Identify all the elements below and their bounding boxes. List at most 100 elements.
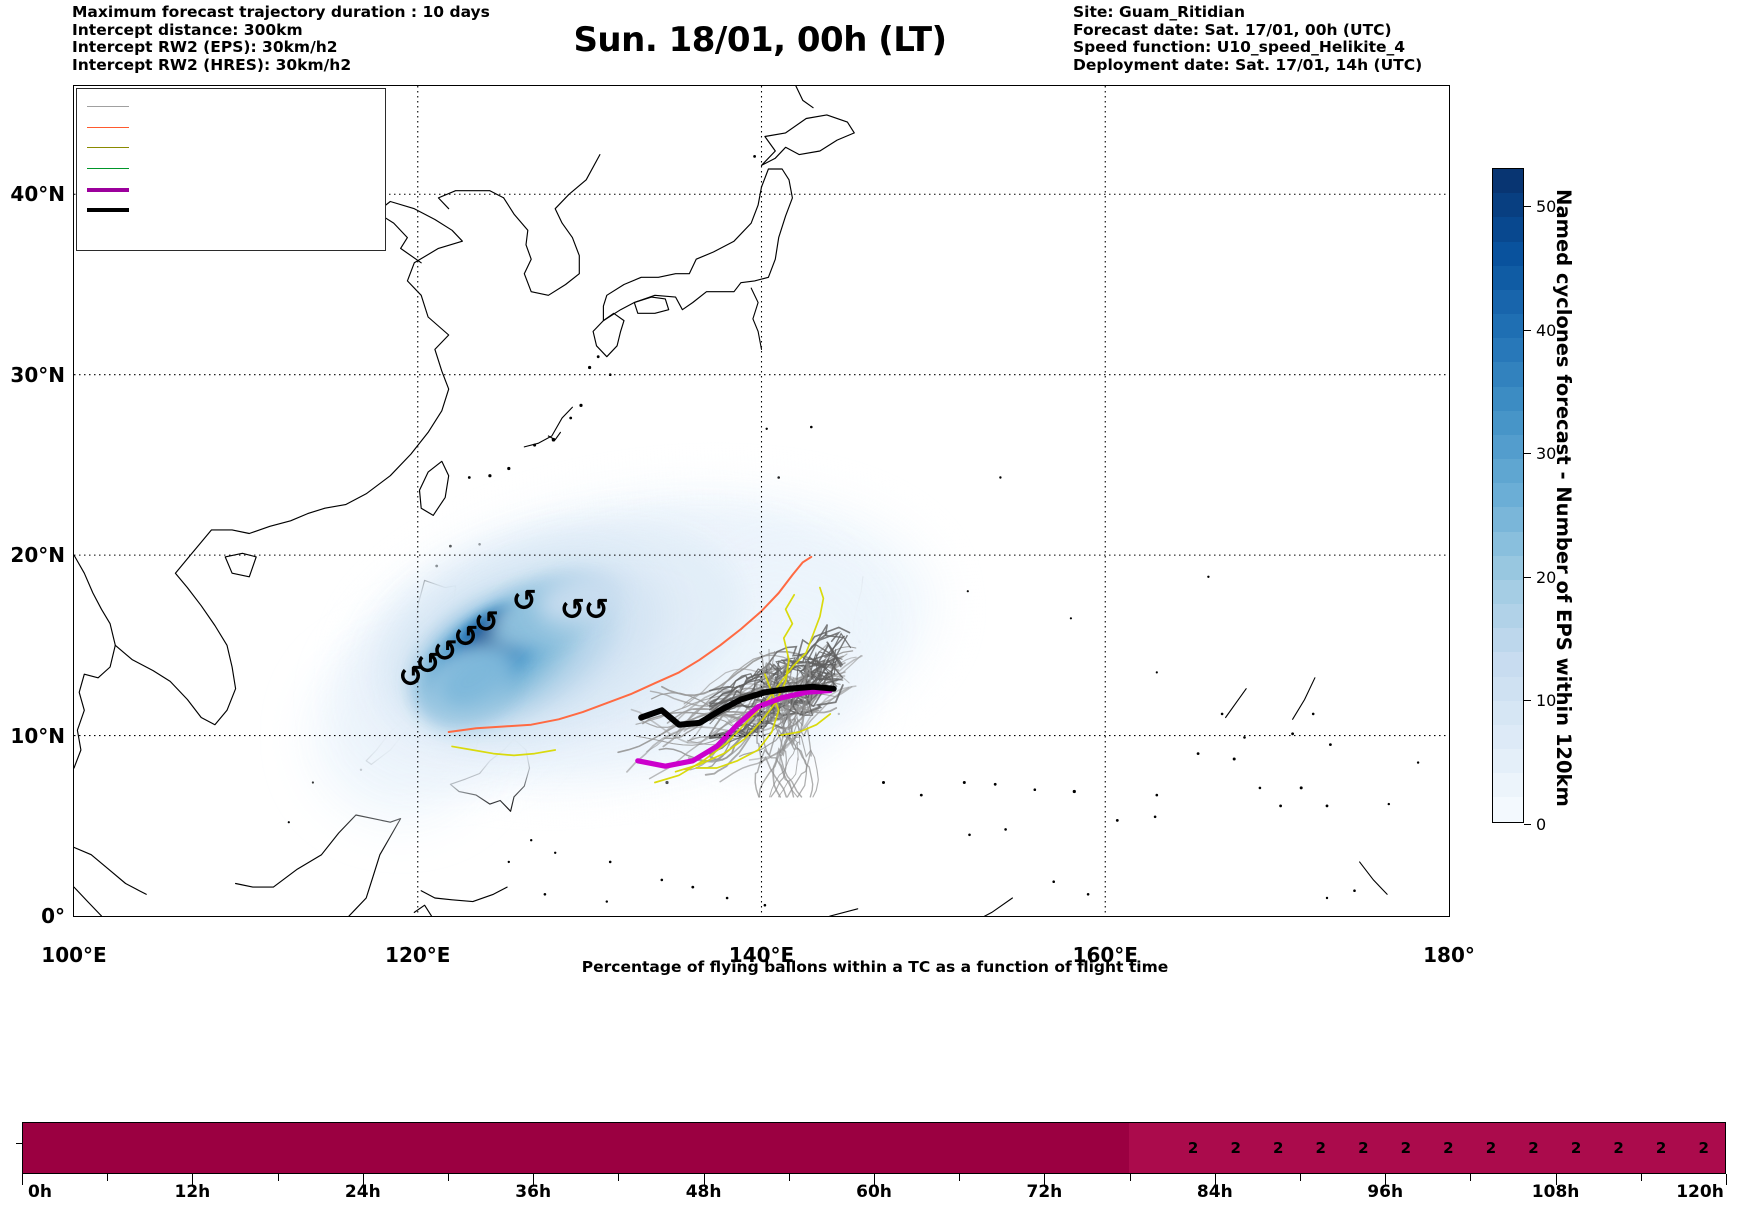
- svg-text:↺: ↺: [416, 647, 441, 682]
- svg-text:↺: ↺: [560, 593, 585, 628]
- percentage-bar-segment[interactable]: 2: [1512, 1123, 1555, 1173]
- legend-color-swatch: [87, 208, 129, 213]
- colorbar-tick-label: 40: [1536, 320, 1557, 340]
- colorbar-cell: [1493, 749, 1523, 774]
- percentage-bar-tick: [1640, 1174, 1642, 1181]
- colorbar-cell: [1493, 410, 1523, 435]
- percentage-bar-segment[interactable]: 2: [1256, 1123, 1300, 1173]
- percentage-bar-tick-label: 120h: [1676, 1182, 1724, 1202]
- percentage-bar-tick-label: 0h: [28, 1182, 52, 1202]
- percentage-bar-tick: [533, 1174, 535, 1185]
- percentage-bar-segment[interactable]: [1129, 1123, 1172, 1173]
- percentage-bar-tick: [192, 1174, 194, 1185]
- colorbar-gradient: [1492, 168, 1524, 823]
- percentage-bar-tick: [1385, 1174, 1387, 1185]
- legend-item[interactable]: [87, 117, 375, 138]
- percentage-bar-value: 2: [1272, 1139, 1284, 1157]
- colorbar-cell: [1493, 676, 1523, 701]
- percentage-bar-segment[interactable]: 2: [1682, 1123, 1725, 1173]
- percentage-bar-tick-label: 84h: [1196, 1182, 1233, 1202]
- percentage-bar-tick: [277, 1174, 279, 1181]
- percentage-bar-segment[interactable]: 2: [1639, 1123, 1683, 1173]
- percentage-bar-segment[interactable]: 2: [1342, 1123, 1385, 1173]
- colorbar-cell: [1493, 652, 1523, 677]
- percentage-bar-segment[interactable]: 2: [1597, 1123, 1640, 1173]
- percentage-bar-segment[interactable]: 2: [1171, 1123, 1215, 1173]
- percentage-bar-tick-label: 108h: [1531, 1182, 1580, 1202]
- percentage-bar-tick: [362, 1174, 364, 1185]
- percentage-bar-tick-label: 48h: [685, 1182, 722, 1202]
- legend-item[interactable]: [87, 221, 375, 242]
- percentage-bar-tick: [959, 1174, 961, 1181]
- header-left-line-0: Maximum forecast trajectory duration : 1…: [72, 3, 490, 21]
- colorbar-cell: [1493, 434, 1523, 460]
- percentage-bar-tick-label: 24h: [344, 1182, 381, 1202]
- legend-item[interactable]: [87, 138, 375, 159]
- percentage-bar-tick-label: 72h: [1026, 1182, 1063, 1202]
- svg-text:↺: ↺: [512, 584, 537, 619]
- colorbar-cell: [1493, 628, 1523, 653]
- header-left-info: Maximum forecast trajectory duration : 1…: [72, 3, 692, 74]
- header-right-line-3: Deployment date: Sat. 17/01, 14h (UTC): [1073, 55, 1423, 74]
- percentage-bar[interactable]: 2 2 2 2 2 2 2 2 2 2 2 2 2: [22, 1122, 1726, 1174]
- percentage-bar-segment[interactable]: 2: [1469, 1123, 1513, 1173]
- percentage-bar-segment[interactable]: 2: [1427, 1123, 1470, 1173]
- legend-color-swatch: [87, 126, 129, 128]
- colorbar-tick: 50: [1524, 197, 1556, 216]
- percentage-bar-tick: [874, 1174, 875, 1185]
- legend-item[interactable]: [87, 158, 375, 179]
- colorbar-tick: 10: [1524, 691, 1556, 710]
- colorbar-cell: [1493, 773, 1523, 798]
- colorbar-cell: [1493, 724, 1523, 750]
- map-ytick-label: 10°N: [10, 723, 65, 748]
- percentage-bar-tick: [1470, 1174, 1472, 1181]
- percentage-bar-segment[interactable]: 2: [1384, 1123, 1428, 1173]
- map-ytick-label: 30°N: [10, 362, 65, 387]
- colorbar-tick: 0: [1524, 815, 1546, 834]
- colorbar-tick-line: [1524, 576, 1531, 578]
- colorbar-cell: [1493, 289, 1523, 315]
- percentage-bar-tick-label: 96h: [1367, 1182, 1404, 1202]
- header-left-line-1: Intercept distance: 300km: [72, 20, 303, 39]
- colorbar-tick-line: [1524, 700, 1531, 702]
- map-xtick-label: 100°E: [41, 943, 107, 967]
- colorbar-cell: [1493, 797, 1523, 822]
- colorbar-tick-label: 30: [1536, 444, 1557, 464]
- colorbar-tick: 20: [1524, 568, 1556, 587]
- map-xtick-label: 160°E: [1072, 943, 1138, 967]
- percentage-bar-value: 2: [1528, 1139, 1539, 1157]
- percentage-bar-left-tick: [16, 1143, 24, 1144]
- percentage-bar-segment[interactable]: 2: [1214, 1123, 1257, 1173]
- forecast-map[interactable]: ↺ ↺ ↺ ↺ ↺ ↺ ↺ ↺: [73, 85, 1450, 917]
- header-right-info: Site: Guam_Ritidian Forecast date: Sat. …: [1073, 3, 1713, 74]
- colorbar-cell: [1493, 265, 1523, 290]
- percentage-bar-value: 2: [1230, 1139, 1241, 1157]
- percentage-bar-tick: [22, 1174, 23, 1185]
- colorbar-cell: [1493, 193, 1523, 218]
- colorbar-cell: [1493, 241, 1523, 266]
- legend-item[interactable]: [87, 200, 375, 221]
- percentage-bar-tick: [1300, 1174, 1301, 1181]
- colorbar-cell: [1493, 700, 1523, 725]
- colorbar-tick-line: [1524, 206, 1531, 208]
- colorbar-cell: [1493, 507, 1523, 532]
- colorbar-tick-label: 10: [1536, 691, 1557, 711]
- percentage-bar-segment[interactable]: [23, 1123, 1130, 1173]
- legend-item[interactable]: [87, 179, 375, 200]
- legend-color-swatch: [87, 187, 129, 192]
- percentage-bar-segment[interactable]: 2: [1299, 1123, 1343, 1173]
- colorbar-cell: [1493, 459, 1523, 484]
- percentage-bar-tick-label: 36h: [515, 1182, 552, 1202]
- map-legend[interactable]: [76, 88, 386, 251]
- percentage-bar-tick-label: 60h: [856, 1182, 892, 1202]
- percentage-bar-tick: [1555, 1174, 1557, 1185]
- percentage-bar-value: 2: [1358, 1139, 1369, 1157]
- colorbar-cell: [1493, 314, 1523, 339]
- map-ytick-label: 40°N: [10, 182, 65, 207]
- percentage-bar-tick: [618, 1174, 620, 1181]
- percentage-bar-value: 2: [1613, 1139, 1624, 1157]
- svg-text:↺: ↺: [398, 659, 423, 694]
- legend-item[interactable]: [87, 96, 375, 117]
- map-ytick-label: 20°N: [10, 543, 65, 568]
- percentage-bar-segment[interactable]: 2: [1554, 1123, 1598, 1173]
